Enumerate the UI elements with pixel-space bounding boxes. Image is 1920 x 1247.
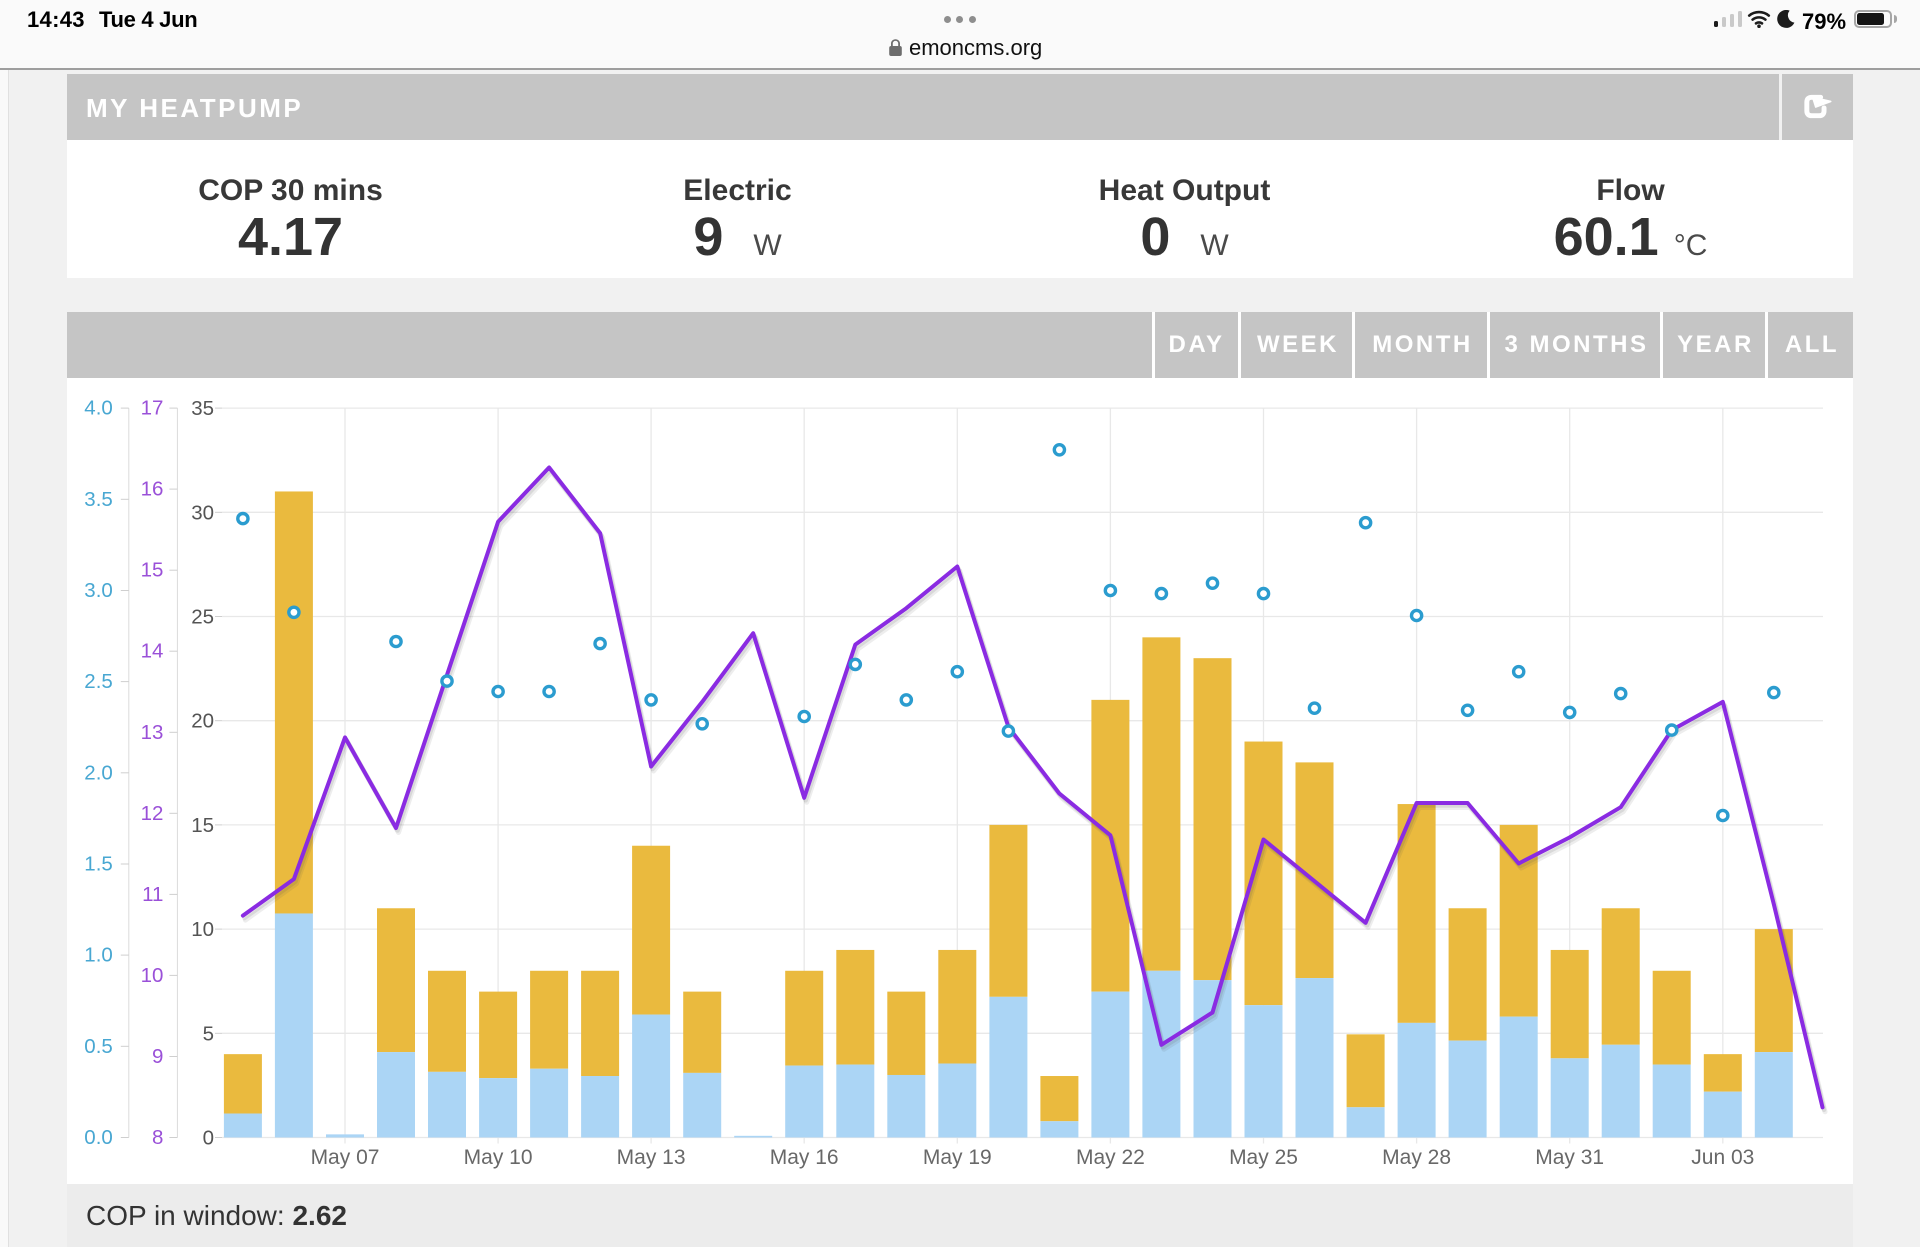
svg-text:15: 15 (141, 559, 164, 582)
svg-text:1.5: 1.5 (84, 853, 113, 876)
svg-text:May 28: May 28 (1382, 1146, 1451, 1169)
svg-text:4.0: 4.0 (84, 397, 113, 420)
svg-text:17: 17 (141, 397, 164, 420)
svg-text:10: 10 (141, 964, 164, 987)
svg-text:8: 8 (152, 1126, 163, 1149)
svg-text:15: 15 (191, 814, 214, 837)
svg-text:20: 20 (191, 710, 214, 733)
svg-text:May 07: May 07 (311, 1146, 380, 1169)
svg-text:May 10: May 10 (464, 1146, 533, 1169)
svg-text:13: 13 (141, 721, 164, 744)
svg-text:25: 25 (191, 606, 214, 629)
svg-text:16: 16 (141, 478, 164, 501)
svg-text:10: 10 (191, 918, 214, 941)
svg-text:May 16: May 16 (770, 1146, 839, 1169)
svg-text:May 19: May 19 (923, 1146, 992, 1169)
svg-text:14: 14 (141, 640, 164, 663)
svg-text:2.5: 2.5 (84, 670, 113, 693)
svg-text:Jun 03: Jun 03 (1691, 1146, 1754, 1169)
svg-text:0.5: 0.5 (84, 1035, 113, 1058)
svg-text:9: 9 (152, 1045, 163, 1068)
svg-text:12: 12 (141, 802, 164, 825)
svg-text:35: 35 (191, 397, 214, 420)
svg-text:May 25: May 25 (1229, 1146, 1298, 1169)
svg-text:1.0: 1.0 (84, 944, 113, 967)
svg-text:2.0: 2.0 (84, 761, 113, 784)
svg-text:0: 0 (203, 1127, 214, 1150)
svg-text:3.5: 3.5 (84, 488, 113, 511)
svg-text:May 22: May 22 (1076, 1146, 1145, 1169)
svg-text:11: 11 (142, 883, 163, 906)
svg-text:0.0: 0.0 (84, 1126, 113, 1149)
svg-text:5: 5 (203, 1022, 214, 1045)
svg-text:May 13: May 13 (617, 1146, 686, 1169)
svg-text:May 31: May 31 (1535, 1146, 1604, 1169)
svg-text:30: 30 (191, 501, 214, 524)
svg-text:3.0: 3.0 (84, 579, 113, 602)
